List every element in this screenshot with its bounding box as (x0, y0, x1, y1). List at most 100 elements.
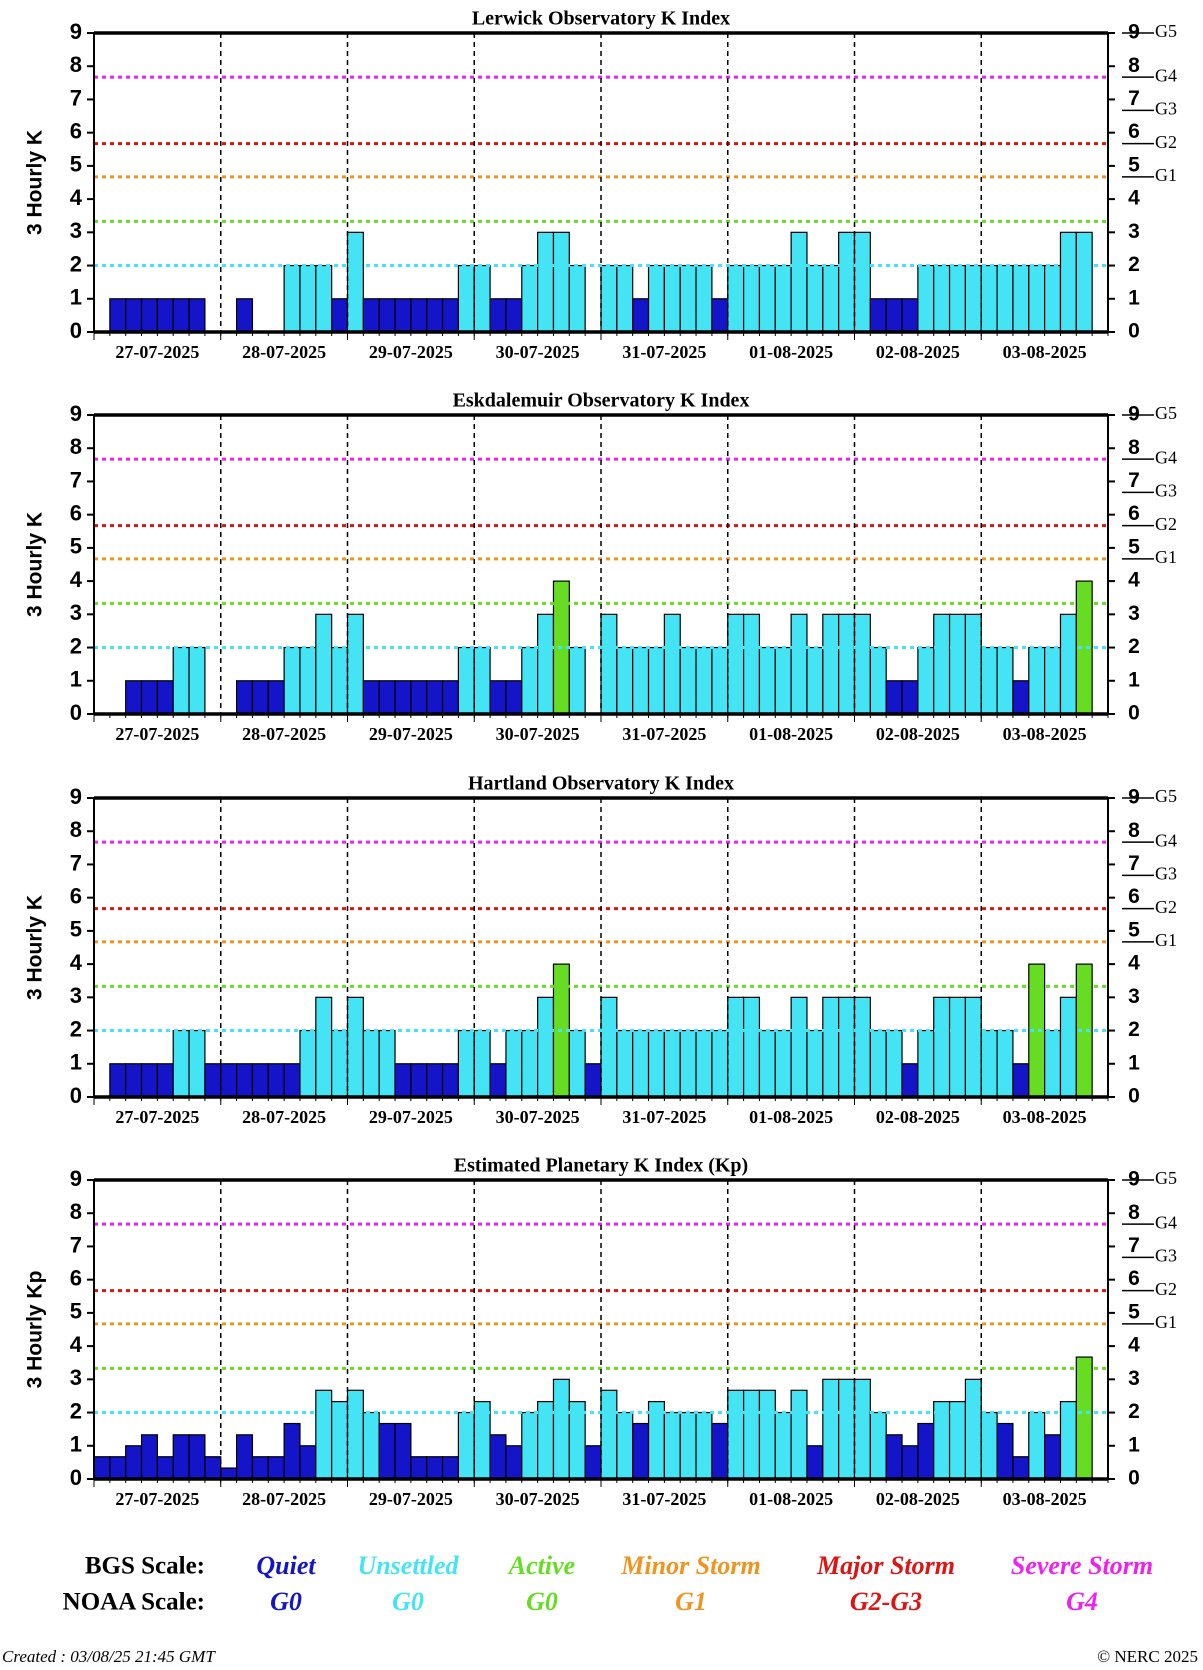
bar (346, 613, 364, 715)
y-tick-label: 7 (70, 467, 82, 492)
noaa-scale-label: NOAA Scale: (63, 1589, 205, 1616)
x-tick-label: 01-08-2025 (749, 342, 833, 362)
bar (125, 1445, 143, 1480)
y2-tick-label: 6 (1128, 885, 1140, 908)
y-tick-label: 6 (70, 118, 82, 143)
bar (283, 646, 301, 715)
bar (790, 996, 808, 1098)
bar (616, 646, 634, 715)
bar (489, 1434, 507, 1480)
bar (362, 1029, 380, 1098)
bar (426, 1456, 444, 1480)
y2-tick-label: 7 (1128, 852, 1140, 875)
x-tick-label: 01-08-2025 (749, 724, 833, 744)
bar (838, 1378, 856, 1480)
bar (679, 1029, 697, 1098)
bar (917, 646, 935, 715)
x-tick-label: 29-07-2025 (369, 342, 453, 362)
bar (822, 996, 840, 1098)
panel-title: Eskdalemuir Observatory K Index (453, 390, 750, 412)
bar (616, 1411, 634, 1480)
bar (711, 646, 729, 715)
bar (331, 298, 349, 333)
y-tick-label: 0 (70, 1083, 82, 1108)
noaa-scale-item: G4 (1066, 1587, 1098, 1616)
y-tick-label: 8 (70, 817, 82, 842)
x-tick-label: 31-07-2025 (622, 342, 706, 362)
bar (901, 1063, 919, 1098)
bar (711, 1422, 729, 1480)
bar (790, 231, 808, 333)
bar (125, 680, 143, 715)
bar (980, 1029, 998, 1098)
y2-tick-label: 1 (1128, 668, 1140, 691)
x-tick-label: 31-07-2025 (622, 1489, 706, 1509)
bar (315, 613, 333, 715)
bar (774, 1029, 792, 1098)
bar (616, 1029, 634, 1098)
bar (600, 1389, 618, 1480)
bar (235, 1434, 254, 1480)
y2-tick-label: 5 (1128, 918, 1140, 941)
x-tick-label: 28-07-2025 (242, 1489, 326, 1509)
x-tick-label: 02-08-2025 (876, 724, 960, 744)
bar (632, 646, 650, 715)
bar (758, 264, 776, 333)
bar (1059, 231, 1077, 333)
bar (188, 1029, 206, 1098)
bar (1044, 1434, 1062, 1480)
bar (933, 264, 951, 333)
bar (552, 1378, 570, 1480)
bar (679, 1411, 697, 1480)
y2-tick-label: 0 (1128, 320, 1140, 343)
y-tick-label: 3 (70, 600, 82, 625)
bar (584, 1445, 602, 1480)
g-level-label: G4 (1155, 1212, 1177, 1232)
bar (774, 1411, 792, 1480)
bar (980, 646, 998, 715)
bar (378, 1029, 396, 1098)
bar (948, 264, 967, 333)
bar (1059, 613, 1077, 715)
x-tick-label: 03-08-2025 (1003, 342, 1087, 362)
bar (426, 298, 444, 333)
panel-title: Hartland Observatory K Index (468, 773, 734, 795)
bar (1059, 996, 1077, 1098)
bar (109, 1063, 127, 1098)
y2-tick-label: 1 (1128, 1051, 1140, 1074)
bar (917, 1029, 935, 1098)
bar (822, 613, 840, 715)
bar (489, 298, 507, 333)
bar (838, 231, 856, 333)
bar (251, 680, 269, 715)
bgs-scale-item: Active (507, 1551, 575, 1580)
bar (251, 1063, 269, 1098)
y2-tick-label: 9 (1128, 1168, 1140, 1191)
bar (869, 1411, 887, 1480)
g-level-label: G4 (1155, 447, 1177, 467)
x-tick-label: 28-07-2025 (242, 342, 326, 362)
bar (521, 1411, 539, 1480)
y-tick-label: 4 (70, 567, 83, 592)
bar (441, 1456, 460, 1480)
bar (378, 1422, 396, 1480)
y-axis-label: 3 Hourly K (24, 895, 47, 1000)
y2-tick-label: 7 (1128, 469, 1140, 492)
bar (1012, 680, 1030, 715)
g-level-label: G5 (1155, 1168, 1177, 1188)
y-tick-label: 5 (70, 1299, 82, 1324)
bar (711, 1029, 729, 1098)
y-tick-label: 9 (70, 784, 82, 809)
x-tick-label: 28-07-2025 (242, 1107, 326, 1127)
bar (568, 646, 586, 715)
bar (964, 613, 982, 715)
bar (1075, 1356, 1093, 1480)
bar (727, 613, 745, 715)
bar (933, 996, 951, 1098)
y2-tick-label: 0 (1128, 1085, 1140, 1108)
bar (441, 680, 460, 715)
bar (204, 1063, 222, 1098)
bar (315, 996, 333, 1098)
y2-tick-label: 8 (1128, 819, 1140, 842)
